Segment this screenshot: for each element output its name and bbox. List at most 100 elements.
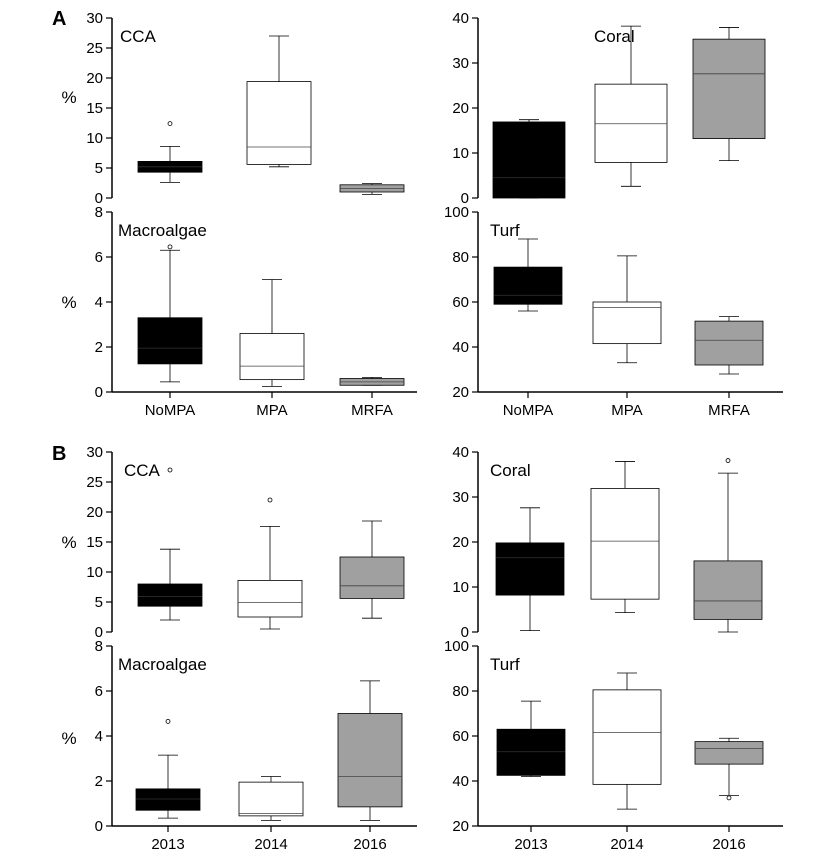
iqr-box [337,713,403,808]
outlier-point [267,497,273,503]
y-tick-label: 40 [452,10,469,27]
iqr-box [694,320,764,366]
subplot-b-cca: 0 5 10 15 20 25 30 CCA% [61,444,405,641]
subplot-title: Turf [490,221,520,240]
y-tick-label: 80 [452,683,469,700]
iqr-box [135,788,201,811]
outlier-point [167,467,173,473]
box-2014 [590,461,660,614]
iqr-box [239,333,305,381]
x-tick-label: MRFA [351,402,393,419]
y-tick-label: 20 [452,384,469,401]
y-tick-label: 0 [95,624,103,641]
subplot-title: Macroalgae [118,221,207,240]
y-tick-label: 5 [95,160,103,177]
y-tick-label: 0 [95,818,103,835]
box-nompa [137,244,203,383]
iqr-box [692,38,766,139]
box-2013 [137,467,203,621]
y-tick-label: 100 [444,638,469,655]
y-tick-label: 0 [461,190,469,207]
box-2013 [496,700,566,777]
y-tick-label: 4 [95,294,103,311]
box-2016 [337,680,403,821]
subplot-title: Macroalgae [118,655,207,674]
outlier-point [165,718,171,724]
y-tick-label: 40 [452,339,469,356]
iqr-box [246,81,312,165]
y-tick-label: 20 [452,534,469,551]
y-tick-label: 60 [452,294,469,311]
panel-letter-b: B [52,443,67,465]
outlier-point [725,458,731,463]
box-mpa [592,255,662,364]
y-axis-label: % [61,729,76,748]
subplot-a-turf: 20 40 60 80 100 NoMPA MPA MRFA Turf [444,204,783,419]
box-2016 [339,520,405,619]
iqr-box [238,781,304,817]
x-tick-label: MRFA [708,402,750,419]
subplot-title: CCA [124,461,161,480]
iqr-box [137,317,203,365]
y-tick-label: 30 [86,10,103,27]
x-tick-label: NoMPA [145,402,196,419]
box-nompa [493,238,563,312]
iqr-box [693,560,763,620]
y-tick-label: 20 [86,504,103,521]
subplot-a-macroalgae: 0 2 4 6 8 NoMPA MPA MRFA Macroalgae% [61,204,417,419]
y-tick-label: 4 [95,728,103,745]
subplot-a-cca: 0 5 10 15 20 25 30 CCA% [61,10,405,207]
y-tick-label: 30 [452,55,469,72]
y-tick-label: 6 [95,683,103,700]
x-tick-label: MPA [256,402,287,419]
y-tick-label: 40 [452,444,469,461]
box-2016 [693,458,763,633]
outlier-point [726,795,732,801]
box-mrfa [339,183,405,195]
subplot-title: CCA [120,27,157,46]
subplot-title: Turf [490,655,520,674]
box-mpa [239,279,305,387]
y-tick-label: 8 [95,204,103,221]
y-tick-label: 5 [95,594,103,611]
x-tick-label: 2013 [514,836,547,853]
y-tick-label: 20 [452,818,469,835]
y-tick-label: 15 [86,534,103,551]
y-tick-label: 10 [452,579,469,596]
y-tick-label: 30 [452,489,469,506]
y-tick-label: 6 [95,249,103,266]
iqr-box [594,83,668,163]
box-2014 [592,672,662,810]
iqr-box [496,728,566,776]
y-tick-label: 10 [86,130,103,147]
box-mrfa [694,316,764,375]
y-tick-label: 0 [461,624,469,641]
iqr-box [493,266,563,305]
outlier-point [167,244,173,250]
y-tick-label: 8 [95,638,103,655]
box-mpa [594,25,668,187]
iqr-box [495,542,565,596]
y-axis-label: % [61,88,76,107]
subplot-a-coral: 0 10 20 30 40 Coral [452,10,766,207]
y-tick-label: 15 [86,100,103,117]
y-tick-label: 0 [95,190,103,207]
y-tick-label: 30 [86,444,103,461]
y-tick-label: 20 [452,100,469,117]
iqr-box [492,121,566,199]
y-tick-label: 40 [452,773,469,790]
x-tick-label: 2014 [254,836,287,853]
box-nompa [492,119,566,199]
y-tick-label: 20 [86,70,103,87]
iqr-box [237,580,303,618]
y-tick-label: 10 [452,145,469,162]
box-2016 [694,737,764,801]
y-tick-label: 25 [86,40,103,57]
subplot-b-coral: 0 10 20 30 40 Coral [452,444,763,641]
box-nompa [137,121,203,183]
x-tick-label: 2013 [151,836,184,853]
box-mrfa [692,27,766,162]
panel-letter-a: A [52,8,67,30]
